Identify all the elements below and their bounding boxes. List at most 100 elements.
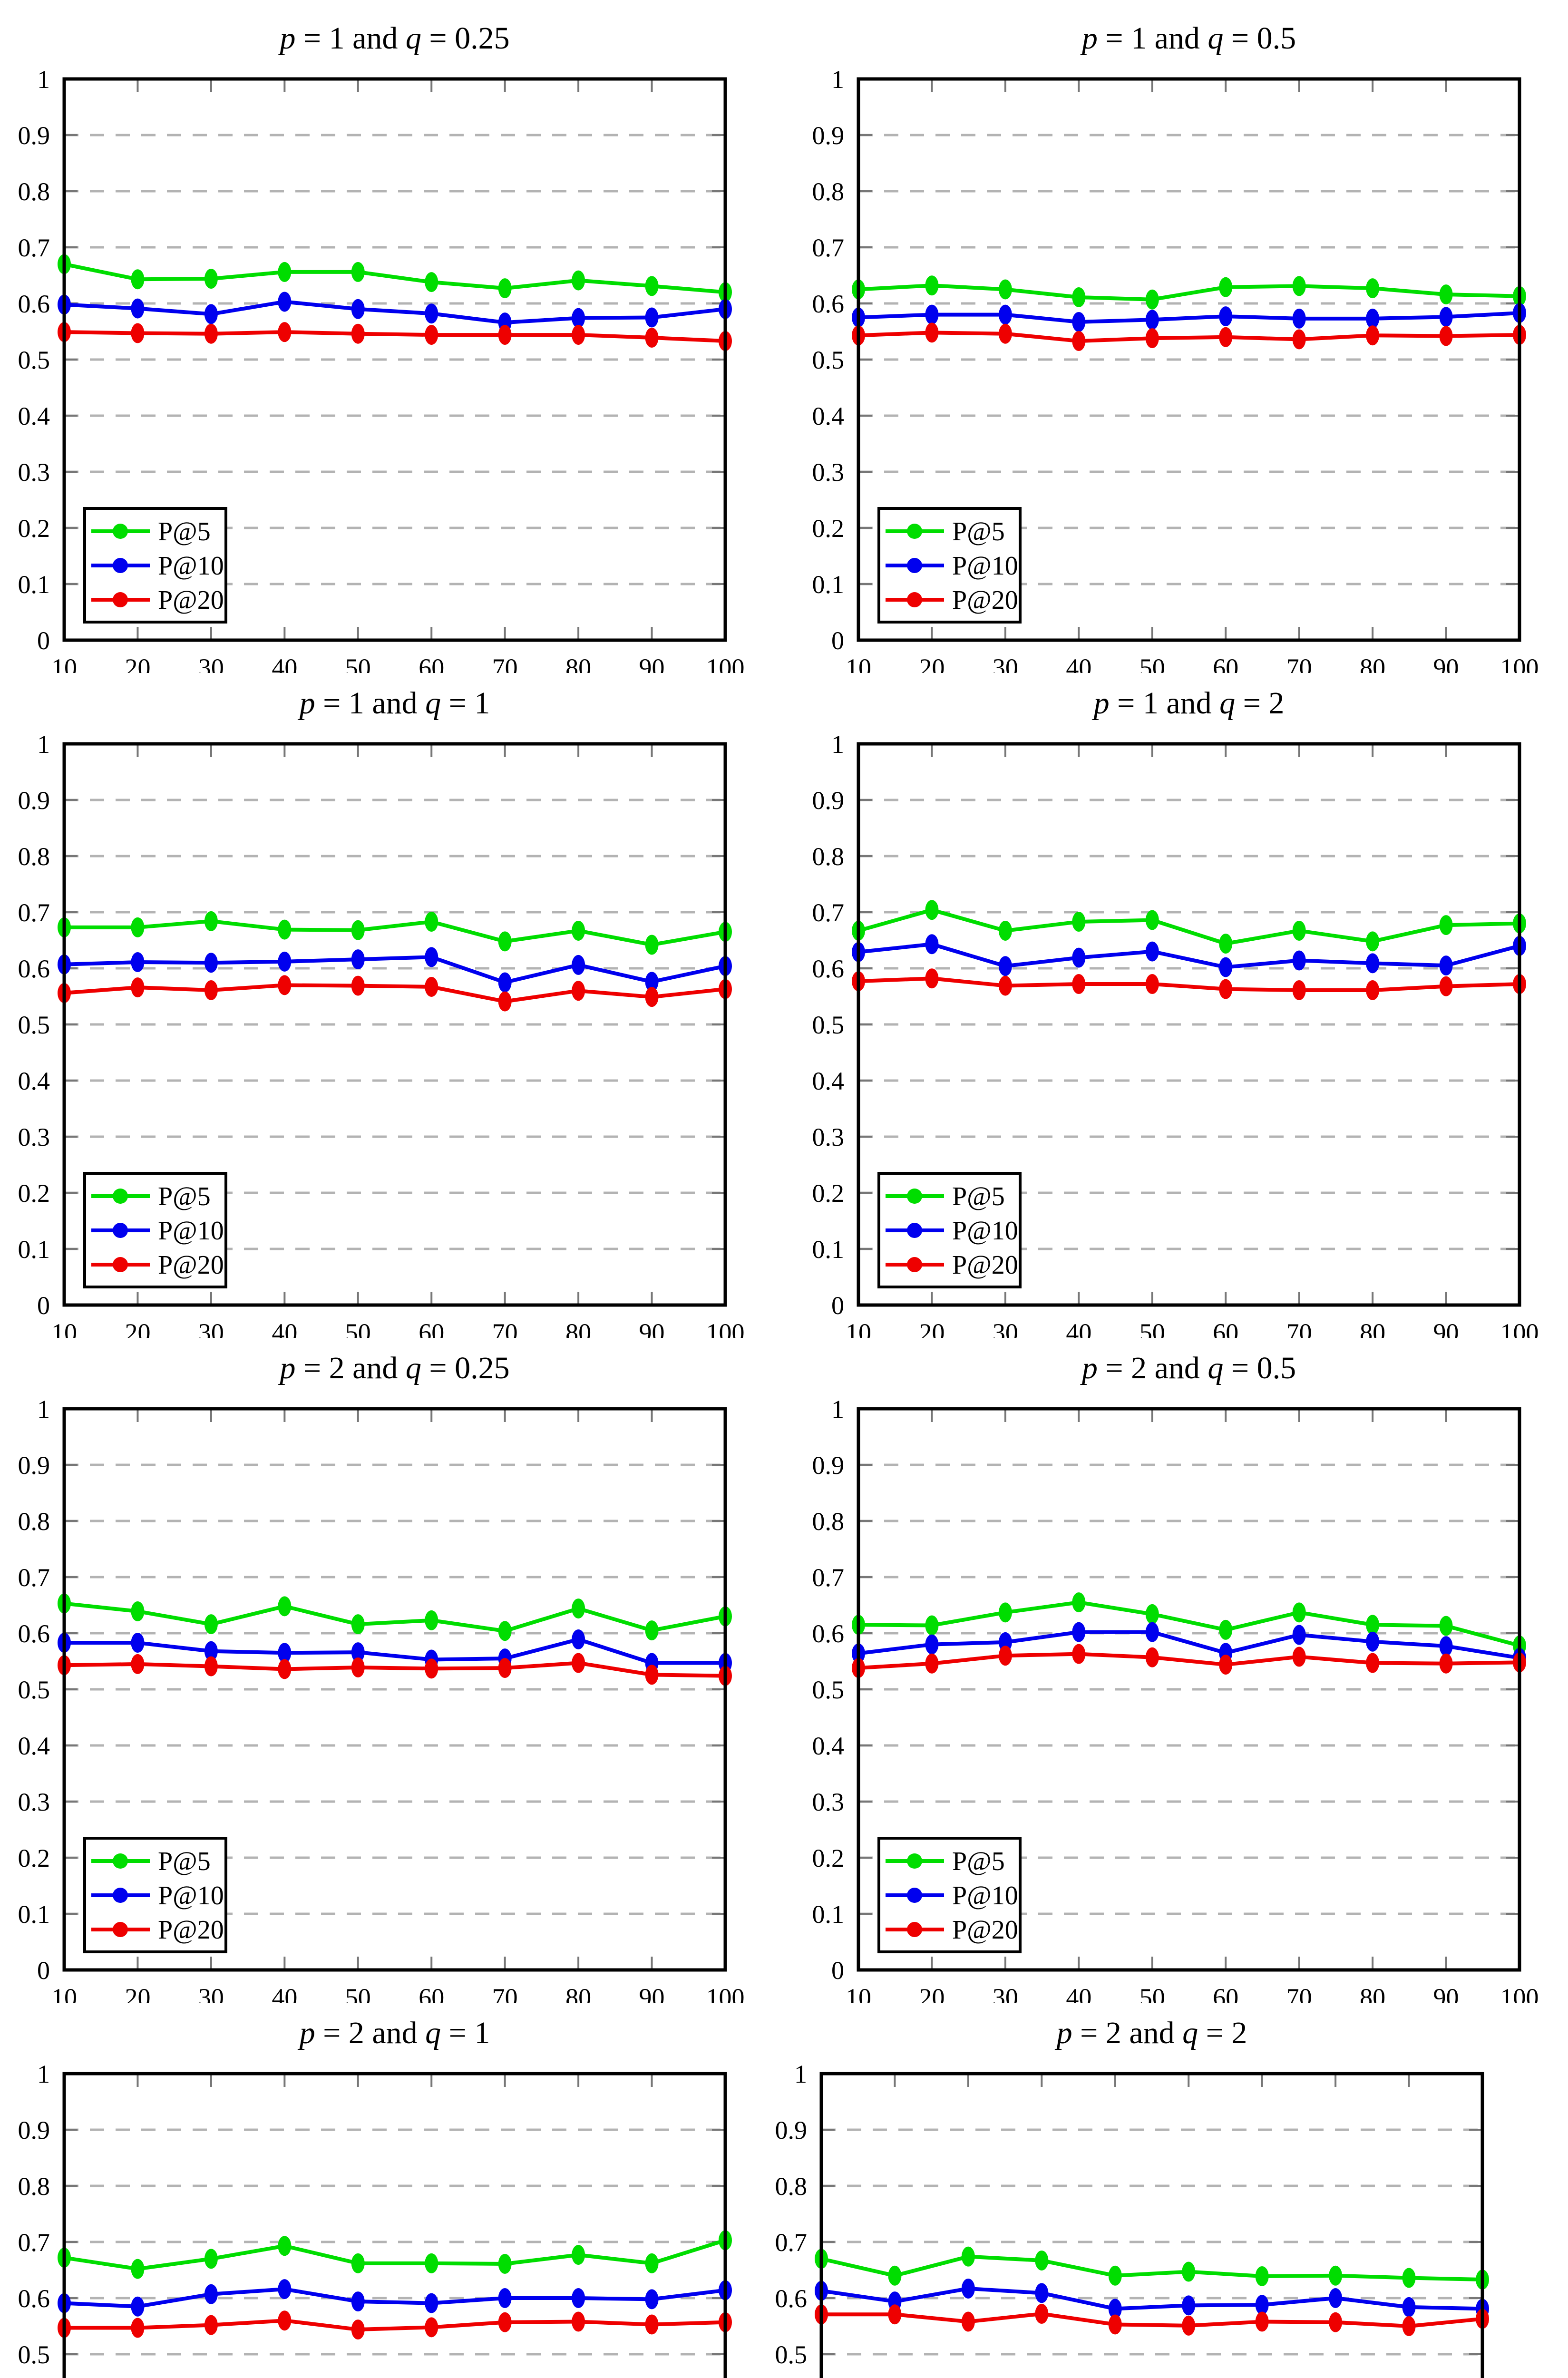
- marker-pat5: [1439, 284, 1453, 305]
- x-axis-tick-label: 100: [706, 1318, 745, 1338]
- marker-pat10: [1145, 310, 1159, 330]
- marker-pat5: [1182, 2261, 1196, 2282]
- y-axis-tick-label: 0.3: [18, 1123, 50, 1151]
- line-pat20: [64, 983, 726, 1004]
- chart-title: p = 2 and q = 1: [298, 2016, 490, 2050]
- y-axis-tick-label: 0.6: [18, 290, 50, 318]
- legend: P@5 P@10 P@20: [83, 507, 227, 624]
- axis-ticks: [820, 2074, 1483, 2355]
- series-pat10: [58, 292, 732, 333]
- x-axis-tick-label: 70: [1286, 1318, 1312, 1338]
- marker-pat10: [572, 308, 585, 328]
- marker-pat5: [998, 1602, 1012, 1623]
- x-axis-tick-label: 30: [198, 653, 224, 673]
- chart-title: p = 2 and q = 0.5: [1080, 1351, 1296, 1385]
- marker-pat5: [925, 275, 939, 296]
- axis-ticks: [63, 1409, 726, 1970]
- marker-pat5: [498, 1621, 512, 1641]
- marker-pat5: [1219, 1619, 1233, 1640]
- marker-pat10: [1292, 1625, 1306, 1645]
- marker-pat10: [925, 934, 939, 955]
- y-axis-tick-label: 0.8: [812, 842, 845, 871]
- marker-pat5: [1108, 2265, 1122, 2286]
- marker-pat20: [498, 991, 512, 1012]
- line-pat20: [821, 2312, 1483, 2328]
- plot-border: [857, 1407, 1521, 1972]
- marker-pat10: [1219, 957, 1233, 977]
- x-axis-tick-label: 90: [1433, 653, 1459, 673]
- marker-pat5: [425, 1610, 438, 1630]
- series-pat5: [852, 900, 1526, 954]
- x-axis-tick-label: 70: [1286, 1983, 1312, 2003]
- marker-pat20: [645, 987, 659, 1007]
- y-axis-tick-label: 0.7: [18, 1563, 50, 1592]
- chart-panel-6: p = 2 and q = 0.5 1 0.9 0.8 0.7 0.6 0.5 0.4 0.3 0…: [812, 1351, 1539, 2003]
- legend-marker-sample: [907, 1853, 922, 1869]
- marker-pat5: [1292, 276, 1306, 296]
- marker-pat10: [1402, 2297, 1416, 2317]
- marker-pat10: [1182, 2295, 1196, 2316]
- y-axis-tick-label: 0.4: [812, 1732, 845, 1760]
- plot-border: [857, 742, 1521, 1307]
- marker-pat10: [204, 2284, 218, 2304]
- y-axis-tick-label: 0.5: [18, 2340, 50, 2369]
- line-pat20: [858, 1652, 1520, 1670]
- x-axis-tick-label: 70: [492, 1318, 518, 1338]
- y-axis-tick-label: 0.8: [812, 1507, 845, 1536]
- x-axis-tick-label: 60: [419, 1318, 444, 1338]
- series-pat5: [852, 275, 1526, 310]
- marker-pat5: [1219, 277, 1233, 297]
- marker-pat10: [572, 1629, 585, 1649]
- y-axis-tick-label: 0.2: [812, 1844, 845, 1872]
- line-pat5: [858, 283, 1520, 302]
- marker-pat5: [572, 1598, 585, 1619]
- x-axis-tick-label: 50: [345, 1983, 371, 2003]
- marker-pat20: [1072, 974, 1086, 994]
- marker-pat20: [351, 1657, 365, 1677]
- legend-entry-pat20: P@20: [91, 1915, 224, 1945]
- x-axis-tick-label: 70: [492, 1983, 518, 2003]
- x-axis-tick-label: 100: [1500, 1318, 1539, 1338]
- series-pat10: [58, 2279, 732, 2317]
- series-pat20: [815, 2304, 1489, 2336]
- chart-panel-3: p = 1 and q = 1 1 0.9 0.8 0.7 0.6 0.5 0.4 0.3 0.2…: [18, 686, 745, 1338]
- marker-pat20: [645, 2314, 659, 2335]
- series-pat20: [852, 322, 1526, 351]
- marker-pat20: [278, 2310, 292, 2331]
- chart-title: p = 1 and q = 2: [1092, 686, 1285, 721]
- legend-marker-sample: [907, 1257, 922, 1272]
- chart-panel-2: p = 1 and q = 0.5 1 0.9 0.8 0.7 0.6 0.5 0.4 0.3 0…: [812, 21, 1539, 673]
- marker-pat20: [1182, 2315, 1196, 2336]
- marker-pat5: [645, 276, 659, 296]
- marker-pat20: [131, 2318, 145, 2338]
- marker-pat20: [131, 1654, 145, 1674]
- series-pat20: [852, 1644, 1526, 1678]
- y-axis-tick-label: 1: [831, 1395, 844, 1423]
- y-axis-tick-label: 0.5: [18, 1676, 50, 1704]
- x-axis-tick-label: 60: [1213, 1318, 1238, 1338]
- marker-pat5: [498, 2254, 512, 2274]
- x-axis-tick-label: 60: [1213, 1983, 1238, 2003]
- marker-pat5: [1145, 1604, 1159, 1624]
- chart-panel-5: p = 2 and q = 0.25 1 0.9 0.8 0.7 0.6 0.5 0.4 0.3…: [18, 1351, 745, 2003]
- marker-pat20: [572, 981, 585, 1001]
- marker-pat20: [425, 2317, 438, 2338]
- y-axis-tick-label: 0.2: [812, 1179, 845, 1208]
- legend-entry-pat5: P@5: [886, 517, 1005, 546]
- marker-pat20: [998, 323, 1012, 344]
- marker-pat20: [1072, 1644, 1086, 1664]
- y-axis-tick-label: 0.8: [18, 177, 50, 206]
- y-axis-tick-label: 0: [831, 626, 844, 655]
- marker-pat10: [925, 304, 939, 325]
- marker-pat10: [278, 2279, 292, 2300]
- x-axis-tick-label: 90: [1433, 1318, 1459, 1338]
- marker-pat5: [572, 270, 585, 291]
- marker-pat5: [425, 912, 438, 932]
- plot-border: [62, 742, 727, 1307]
- x-axis-tick-label: 30: [198, 1318, 224, 1338]
- marker-pat20: [645, 1665, 659, 1685]
- marker-pat10: [572, 955, 585, 975]
- marker-pat5: [1439, 1616, 1453, 1636]
- marker-pat20: [278, 1659, 292, 1679]
